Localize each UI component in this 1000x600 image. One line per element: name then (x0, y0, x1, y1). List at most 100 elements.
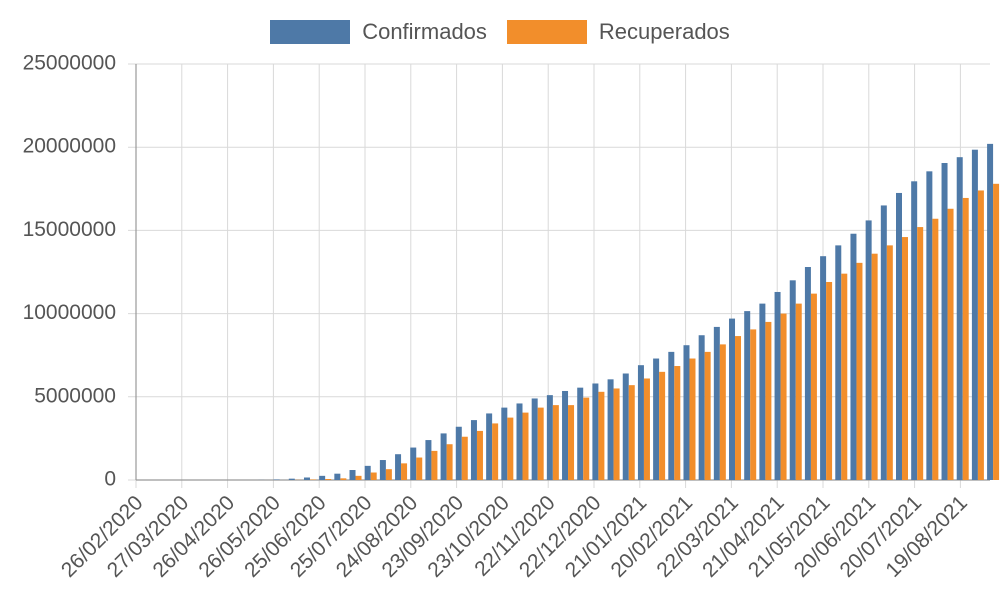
y-tick-label: 5000000 (34, 384, 116, 407)
bar-recuperados (385, 469, 392, 480)
bar-confirmados (713, 326, 720, 480)
bar-recuperados (628, 385, 635, 480)
bar-confirmados (546, 395, 553, 480)
bar-recuperados (947, 208, 954, 480)
y-tick-label: 15000000 (23, 218, 116, 241)
bar-confirmados (668, 351, 675, 480)
bar-confirmados (622, 373, 629, 480)
bar-confirmados (379, 460, 386, 480)
legend-item-confirmados[interactable]: Confirmados (270, 19, 487, 45)
bar-recuperados (871, 253, 878, 480)
legend-item-recuperados[interactable]: Recuperados (506, 19, 730, 45)
bar-confirmados (425, 440, 432, 480)
bar-confirmados (698, 335, 705, 480)
legend-label-recuperados: Recuperados (598, 19, 730, 44)
bar-recuperados (841, 273, 848, 480)
bar-recuperados (993, 183, 1000, 481)
bar-recuperados (583, 397, 590, 480)
bar-recuperados (977, 190, 984, 481)
bar-confirmados (850, 233, 857, 480)
bar-confirmados (303, 477, 310, 480)
y-tick-label: 20000000 (23, 135, 116, 158)
bar-confirmados (516, 403, 523, 480)
bar-recuperados (856, 262, 863, 480)
bar-confirmados (349, 470, 356, 480)
bar-confirmados (288, 478, 295, 480)
bar-recuperados (962, 197, 969, 480)
bar-confirmados (440, 433, 447, 480)
bar-confirmados (653, 358, 660, 480)
bar-recuperados (507, 417, 514, 480)
bar-confirmados (607, 379, 614, 480)
bar-confirmados (562, 390, 569, 480)
bar-recuperados (750, 329, 757, 480)
bar-confirmados (926, 171, 933, 480)
bar-recuperados (416, 457, 423, 480)
bar-recuperados (446, 444, 453, 480)
bar-confirmados (956, 157, 963, 480)
bar-confirmados (501, 407, 508, 480)
bar-recuperados (598, 391, 605, 480)
bar-confirmados (804, 267, 811, 480)
bar-recuperados (795, 303, 802, 480)
bar-confirmados (911, 181, 918, 480)
bar-recuperados (461, 436, 468, 480)
bar-confirmados (941, 163, 948, 480)
bar-recuperados (325, 479, 332, 480)
bar-confirmados (880, 205, 887, 480)
y-tick-label: 0 (104, 468, 116, 491)
y-tick-label: 10000000 (23, 301, 116, 324)
bar-recuperados (902, 237, 908, 480)
bar-recuperados (522, 412, 529, 480)
bar-recuperados (735, 336, 742, 480)
bar-confirmados (319, 475, 326, 480)
bar-confirmados (395, 454, 402, 480)
bar-confirmados (789, 280, 796, 480)
bar-confirmados (410, 447, 417, 480)
bar-confirmados (820, 256, 827, 480)
bar-confirmados (744, 311, 751, 480)
bar-recuperados (355, 475, 362, 480)
y-tick-label: 25000000 (23, 52, 116, 75)
bar-recuperados (674, 366, 681, 480)
bar-confirmados (774, 291, 781, 480)
legend: Confirmados Recuperados (0, 18, 1000, 46)
bar-recuperados (552, 405, 559, 480)
bar-confirmados (896, 192, 902, 480)
bar-recuperados (659, 371, 666, 480)
bar-recuperados (476, 430, 483, 480)
bar-confirmados (971, 149, 978, 481)
bar-confirmados (577, 387, 584, 480)
bar-confirmados (592, 383, 599, 480)
bar-recuperados (917, 227, 924, 480)
legend-swatch-recuperados (506, 20, 587, 44)
bar-recuperados (826, 281, 833, 480)
bar-recuperados (932, 218, 939, 480)
bar-recuperados (810, 293, 817, 480)
bar-recuperados (613, 388, 620, 480)
legend-swatch-confirmados (270, 20, 351, 44)
bar-confirmados (531, 398, 538, 480)
legend-label-confirmados: Confirmados (362, 19, 487, 44)
bar-recuperados (765, 321, 772, 480)
bar-confirmados (987, 143, 994, 480)
bar-confirmados (364, 465, 371, 480)
bar-recuperados (537, 407, 544, 480)
bar-confirmados (759, 303, 766, 480)
bar-recuperados (886, 245, 893, 480)
bar-confirmados (455, 426, 462, 480)
bar-recuperados (689, 358, 696, 480)
bar-recuperados (340, 478, 347, 480)
bar-confirmados (334, 473, 341, 480)
bar-confirmados (835, 245, 842, 480)
bar-recuperados (780, 313, 787, 480)
bar-recuperados (431, 450, 438, 480)
bar-recuperados (492, 423, 499, 480)
bar-confirmados (486, 413, 493, 480)
bar-confirmados (865, 220, 872, 480)
bar-confirmados (470, 420, 477, 480)
bar-recuperados (704, 351, 711, 480)
bar-confirmados (683, 345, 690, 480)
